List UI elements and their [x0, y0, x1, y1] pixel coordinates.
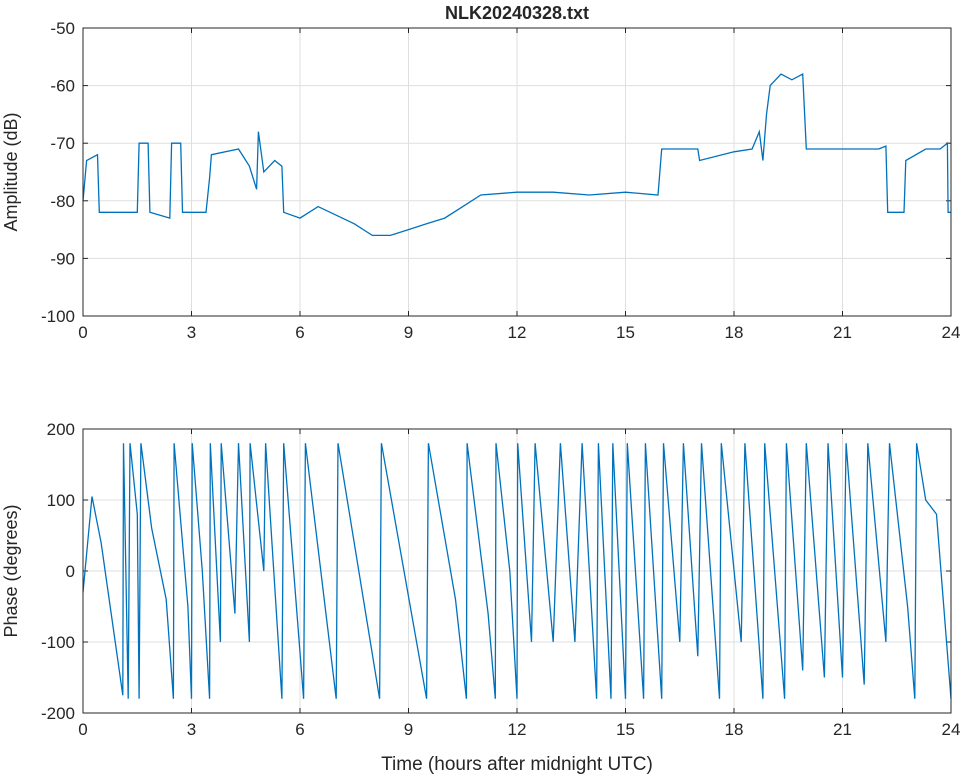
subplot-1: 0 3 6 9 12 15 18 21 24 -100 -90 -80 -70 -60 -50 Amplitu…	[1, 3, 960, 342]
x-axis-label: Time (hours after midnight UTC)	[381, 754, 653, 775]
y-axis-label: Phase (degrees)	[1, 504, 21, 637]
x-tick-label: 0	[78, 720, 87, 739]
x-tick-label: 18	[725, 323, 744, 342]
axes-box	[82, 27, 952, 317]
x-tick-label: 24	[942, 323, 961, 342]
y-tick-label: -70	[50, 134, 75, 153]
y-tick-label: 100	[47, 491, 75, 510]
x-tick-label: 3	[187, 720, 196, 739]
x-tick-label: 0	[78, 323, 87, 342]
y-tick-label: 0	[66, 562, 75, 581]
x-tick-label: 12	[508, 323, 527, 342]
subplot-2: 0 3 6 9 12 15 18 21 24 -200 -100 0 100 200 Phase (degr…	[1, 420, 960, 775]
x-tick-label: 9	[404, 720, 413, 739]
x-tick-label: 15	[616, 720, 635, 739]
y-tick-label: -100	[41, 633, 75, 652]
y-tick-label: 200	[47, 420, 75, 439]
x-tick-label: 3	[187, 323, 196, 342]
x-tick-label: 15	[616, 323, 635, 342]
x-tick-label: 24	[942, 720, 961, 739]
axes-box	[82, 428, 952, 714]
x-tick-label: 6	[295, 323, 304, 342]
x-tick-label: 18	[725, 720, 744, 739]
series-line-phase	[82, 443, 952, 699]
y-tick-label: -200	[41, 704, 75, 723]
y-axis-label: Amplitude (dB)	[1, 112, 21, 231]
chart-title: NLK20240328.txt	[445, 3, 589, 23]
x-tick-label: 21	[833, 323, 852, 342]
y-tick-label: -60	[50, 77, 75, 96]
x-tick-label: 12	[508, 720, 527, 739]
x-tick-label: 21	[833, 720, 852, 739]
series-line-amplitude	[82, 73, 951, 237]
x-tick-label: 9	[404, 323, 413, 342]
y-tick-label: -100	[41, 307, 75, 326]
x-tick-label: 6	[295, 720, 304, 739]
y-tick-label: -90	[50, 249, 75, 268]
y-tick-label: -50	[50, 19, 75, 38]
y-tick-label: -80	[50, 192, 75, 211]
